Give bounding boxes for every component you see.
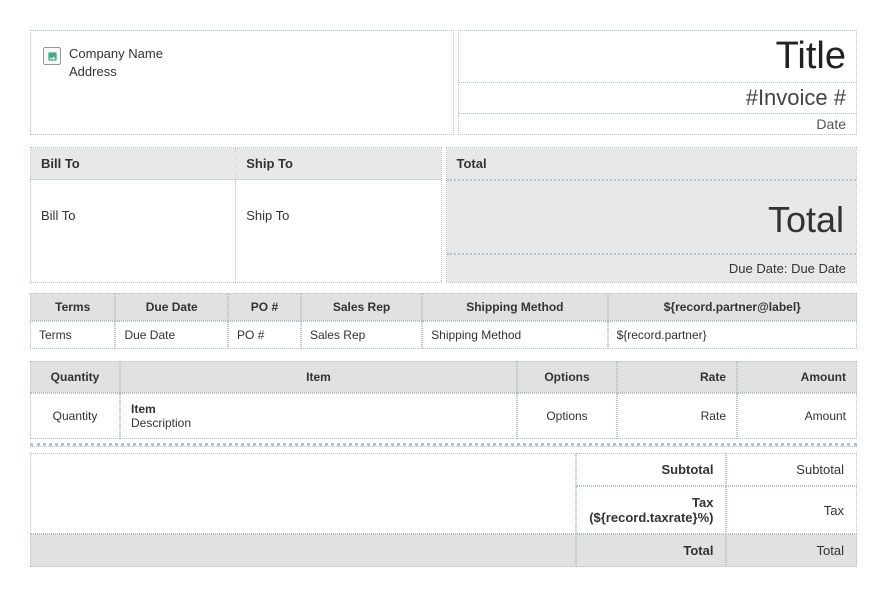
item-name-desc: Item Description [120,393,517,439]
company-address: Address [69,63,163,81]
totals-table: Subtotal Subtotal Tax (${record.taxrate}… [30,453,857,567]
item-rate: Rate [617,393,737,439]
meta-header: ${record.partner@label} [608,293,857,321]
meta-header-row: Terms Due Date PO # Sales Rep Shipping M… [30,293,857,321]
meta-value-row: Terms Due Date PO # Sales Rep Shipping M… [30,321,857,349]
totals-spacer [30,453,576,534]
company-name: Company Name [69,45,163,63]
items-table: Quantity Item Options Rate Amount Quanti… [30,361,857,439]
meta-table: Terms Due Date PO # Sales Rep Shipping M… [30,293,857,349]
meta-header: Sales Rep [301,293,422,321]
items-header: Options [517,361,617,393]
due-date-text: Due Date: Due Date [447,255,857,282]
meta-header: Shipping Method [422,293,607,321]
meta-header: Due Date [115,293,228,321]
meta-value: Sales Rep [301,321,422,349]
item-amount: Amount [737,393,857,439]
items-header-row: Quantity Item Options Rate Amount [30,361,857,393]
subtotal-row: Subtotal Subtotal [30,453,857,486]
total-label: Total [576,534,726,567]
items-header: Rate [617,361,737,393]
addresses-totals-row: Bill To Bill To Ship To Ship To Total To… [30,147,857,283]
meta-value: Terms [30,321,115,349]
broken-image-icon [43,47,61,65]
subtotal-value: Subtotal [726,453,857,486]
meta-value: PO # [228,321,301,349]
totals-spacer [30,534,576,567]
item-name: Item [131,402,506,416]
header-title-block: Title #Invoice # Date [458,30,858,135]
tax-label: Tax (${record.taxrate}%) [576,486,726,534]
invoice-date: Date [459,114,857,134]
summary-total-block: Total Total Due Date: Due Date [446,147,858,283]
bill-to-block: Bill To Bill To [31,148,236,282]
total-big-value: Total [447,179,857,255]
divider [30,443,857,447]
item-row: Quantity Item Description Options Rate A… [30,393,857,439]
ship-to-value: Ship To [236,180,440,251]
meta-value: Due Date [115,321,228,349]
item-quantity: Quantity [30,393,120,439]
item-options: Options [517,393,617,439]
total-header-label: Total [447,148,857,179]
bill-to-label: Bill To [31,148,235,180]
items-header: Quantity [30,361,120,393]
items-header: Item [120,361,517,393]
invoice-template: Company Name Address Title #Invoice # Da… [30,30,857,567]
item-description: Description [131,416,506,430]
meta-value: Shipping Method [422,321,607,349]
tax-value: Tax [726,486,857,534]
header-company: Company Name Address [30,30,454,135]
header-row: Company Name Address Title #Invoice # Da… [30,30,857,135]
ship-to-label: Ship To [236,148,440,180]
ship-to-block: Ship To Ship To [236,148,440,282]
subtotal-label: Subtotal [576,453,726,486]
meta-header: Terms [30,293,115,321]
meta-header: PO # [228,293,301,321]
bill-to-value: Bill To [31,180,235,251]
items-header: Amount [737,361,857,393]
total-value: Total [726,534,857,567]
meta-value: ${record.partner} [608,321,857,349]
invoice-title: Title [459,31,857,83]
invoice-number: #Invoice # [459,83,857,114]
total-row: Total Total [30,534,857,567]
